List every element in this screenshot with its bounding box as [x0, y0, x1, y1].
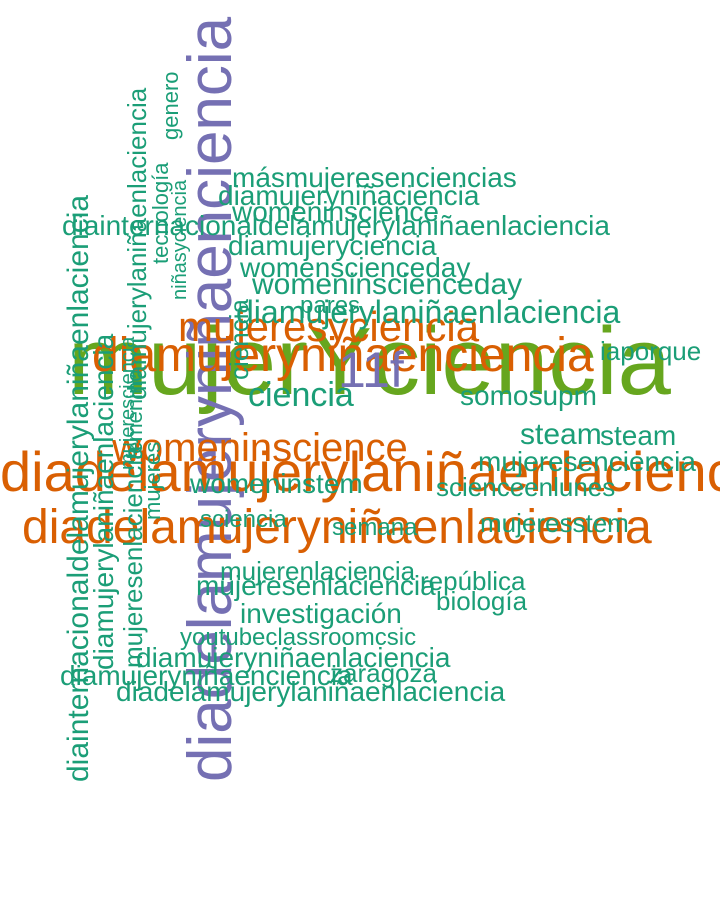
cloud-word: genero	[158, 71, 183, 140]
cloud-word: diadelamujeryniñaenlaciencia	[22, 501, 652, 554]
cloud-word: niñasyciencia	[169, 179, 191, 300]
cloud-word: 11f	[338, 342, 404, 398]
cloud-word: diadelamujerylaniñaenlaciencia	[116, 676, 506, 707]
cloud-word: youtubeclassroomcsic	[180, 624, 417, 651]
cloud-word: mujeresyciencia	[178, 303, 480, 350]
cloud-word: másmujeresenciencias	[232, 162, 517, 193]
cloud-word: mujeresenciencia	[478, 446, 696, 477]
cloud-word: steam	[520, 418, 602, 451]
cloud-word: womeninscienceday	[252, 268, 523, 301]
cloud-word: ciencia	[224, 299, 254, 380]
cloud-word: steam	[600, 420, 677, 451]
cloud-word: diamujerylaniñaenlaciencia	[236, 294, 621, 330]
cloud-word: diamujerylaniñaenlaciencia	[88, 333, 119, 670]
cloud-word: diamujeryniñaenlaciencia	[136, 642, 451, 673]
cloud-word: scienceenlunes	[436, 472, 616, 502]
cloud-word: sciencia	[200, 506, 287, 533]
cloud-word: mujerYciencia	[68, 308, 671, 415]
cloud-word: womeninscience	[112, 426, 408, 470]
cloud-word: womenscienceday	[240, 252, 471, 283]
cloud-word: mujeresenlaciencia	[196, 570, 436, 601]
cloud-word: zaragoza	[330, 658, 437, 688]
cloud-word: mujeres	[140, 441, 165, 520]
cloud-word: mujeresciencia	[117, 336, 139, 470]
cloud-word: mujerenlaciencia	[220, 556, 416, 586]
cloud-word: iaporque	[600, 336, 702, 366]
cloud-word: mujeresstem	[480, 508, 629, 538]
cloud-word: pares	[300, 292, 361, 319]
cloud-word: ciencia	[248, 376, 354, 414]
cloud-word: diamujeryniñaenciencia	[60, 660, 353, 691]
cloud-word: república	[420, 566, 526, 596]
cloud-word: semana	[332, 514, 418, 541]
cloud-word: diamujeryciencia	[228, 230, 437, 261]
cloud-word: somosupm	[460, 380, 597, 411]
cloud-word: investigación	[240, 598, 402, 629]
cloud-word: womeninstem	[190, 468, 363, 499]
cloud-word: diainternacionaldelamujerylaniñaenlacien…	[62, 210, 610, 241]
cloud-word: biología	[436, 586, 528, 616]
cloud-word: diadelamujerylaniñaenlaciencia	[0, 440, 720, 503]
cloud-word: diamujeryniñaciencia	[218, 180, 480, 211]
cloud-word: womeninscience	[232, 196, 439, 227]
cloud-word: diamujeryniñaenciencia	[92, 329, 594, 382]
